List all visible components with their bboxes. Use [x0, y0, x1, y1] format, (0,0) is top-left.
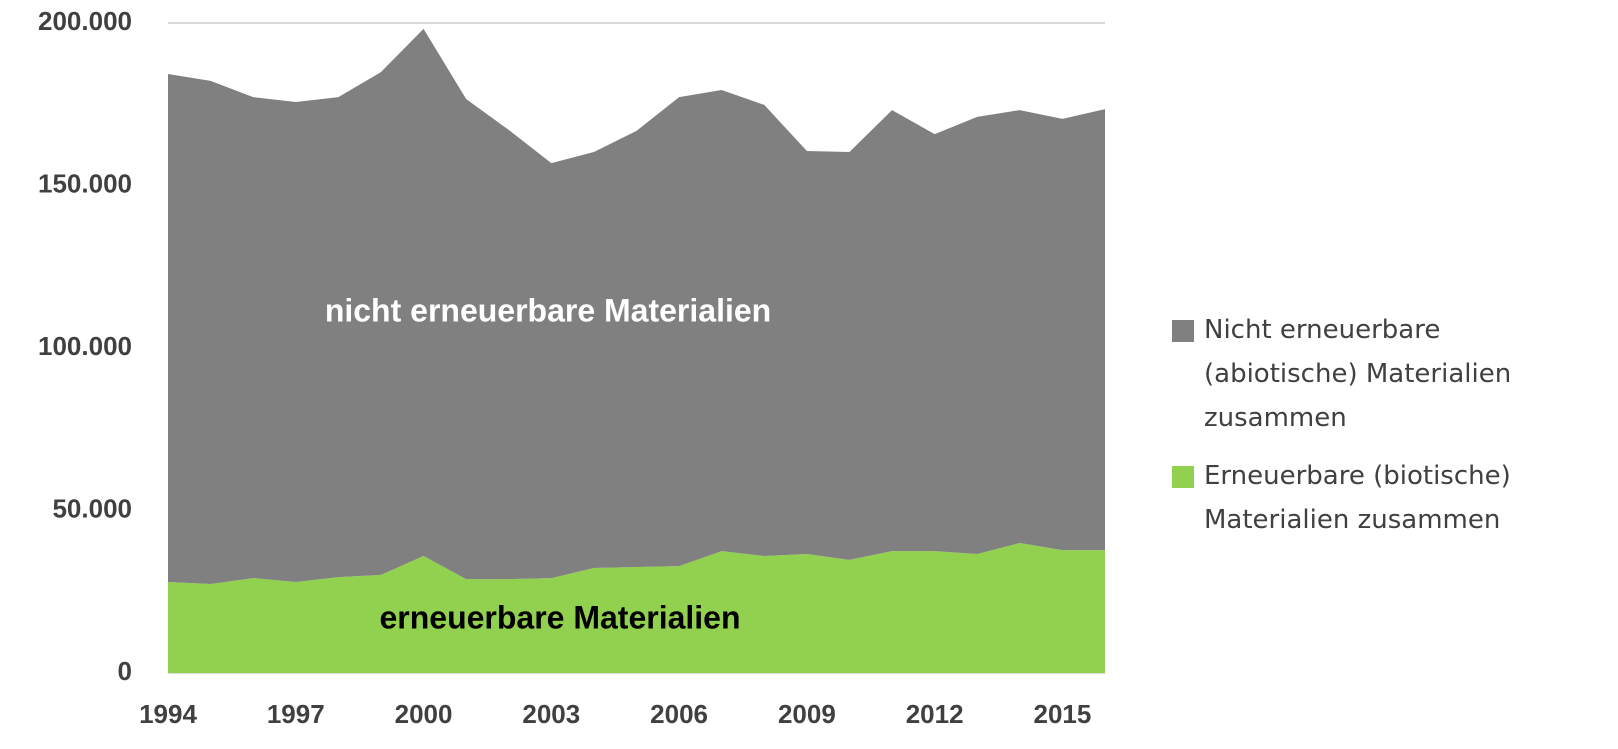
legend-label: Nicht erneuerbare (abiotische) Materiali… — [1204, 315, 1512, 433]
x-tick-label: 1994 — [139, 699, 197, 729]
y-tick-label: 150.000 — [38, 168, 132, 198]
y-tick-label: 50.000 — [52, 493, 132, 523]
legend-swatch — [1172, 320, 1194, 342]
x-tick-label: 2015 — [1033, 699, 1091, 729]
x-tick-label: 2009 — [778, 699, 836, 729]
x-tick-label: 2012 — [906, 699, 964, 729]
annotation: nicht erneuerbare Materialien — [325, 292, 771, 328]
legend: Nicht erneuerbare (abiotische) Materiali… — [1172, 308, 1592, 556]
x-tick-label: 2003 — [522, 699, 580, 729]
legend-item: Nicht erneuerbare (abiotische) Materiali… — [1172, 308, 1592, 440]
y-tick-label: 200.000 — [38, 6, 132, 36]
legend-label: Erneuerbare (biotische) Materialien zusa… — [1204, 461, 1511, 535]
y-tick-label: 100.000 — [38, 331, 132, 361]
area — [168, 543, 1105, 673]
x-tick-label: 2006 — [650, 699, 708, 729]
annotation: erneuerbare Materialien — [379, 599, 740, 635]
area — [168, 28, 1105, 584]
x-tick-label: 2000 — [395, 699, 453, 729]
legend-item: Erneuerbare (biotische) Materialien zusa… — [1172, 454, 1592, 542]
y-tick-label: 0 — [118, 656, 132, 686]
x-tick-label: 1997 — [267, 699, 325, 729]
legend-swatch — [1172, 466, 1194, 488]
